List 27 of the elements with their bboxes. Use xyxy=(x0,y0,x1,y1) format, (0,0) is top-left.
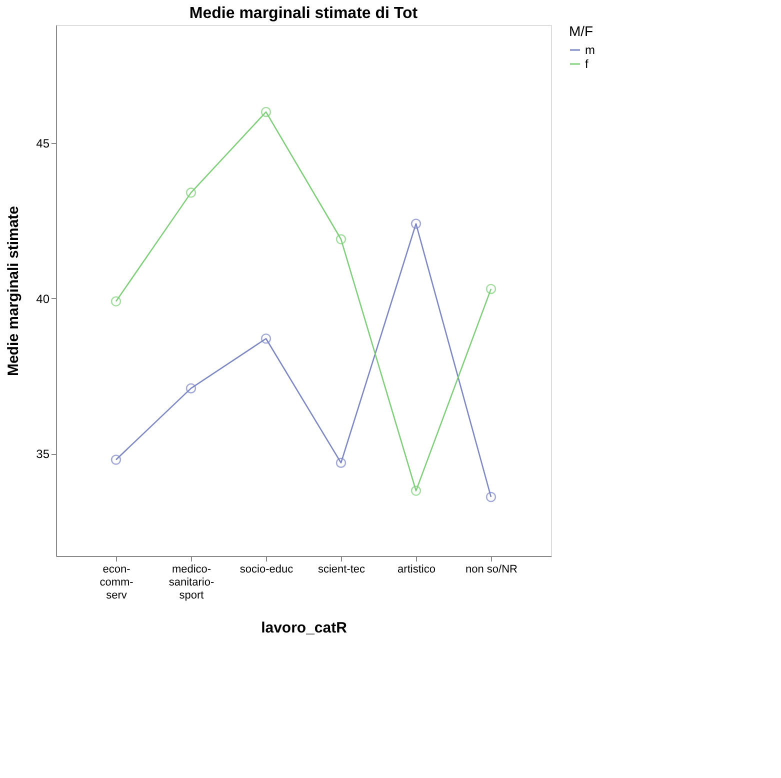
y-tick-label: 35 xyxy=(36,447,50,462)
x-tick-label: econ-comm-serv xyxy=(100,564,134,602)
y-tick-label: 45 xyxy=(36,136,50,150)
x-axis-title: lavoro_catR xyxy=(261,620,348,636)
point xyxy=(260,334,272,344)
point xyxy=(260,106,272,118)
point xyxy=(336,234,346,244)
chart-title: Medie marginali stimate di Tot xyxy=(189,5,418,22)
legend-title: M/F xyxy=(569,23,594,39)
y-tick-label: 40 xyxy=(36,292,50,306)
x-tick-label: scient-tec xyxy=(318,564,366,576)
x-tick-label: non so/NR xyxy=(466,564,518,576)
point xyxy=(186,188,196,198)
legend-label: m xyxy=(585,43,595,57)
point xyxy=(110,296,122,306)
x-tick-label: artistico xyxy=(398,564,436,576)
point xyxy=(410,486,422,496)
point xyxy=(486,284,496,294)
legend-label: f xyxy=(585,57,589,71)
point xyxy=(410,218,422,229)
y-axis-title: Medie marginali stimate xyxy=(5,206,22,376)
point xyxy=(186,383,196,394)
x-tick-label: medico-sanitario-sport xyxy=(168,564,214,602)
x-tick-label: socio-educ xyxy=(240,564,294,576)
point xyxy=(486,492,496,502)
point xyxy=(110,454,122,465)
point xyxy=(336,458,346,468)
